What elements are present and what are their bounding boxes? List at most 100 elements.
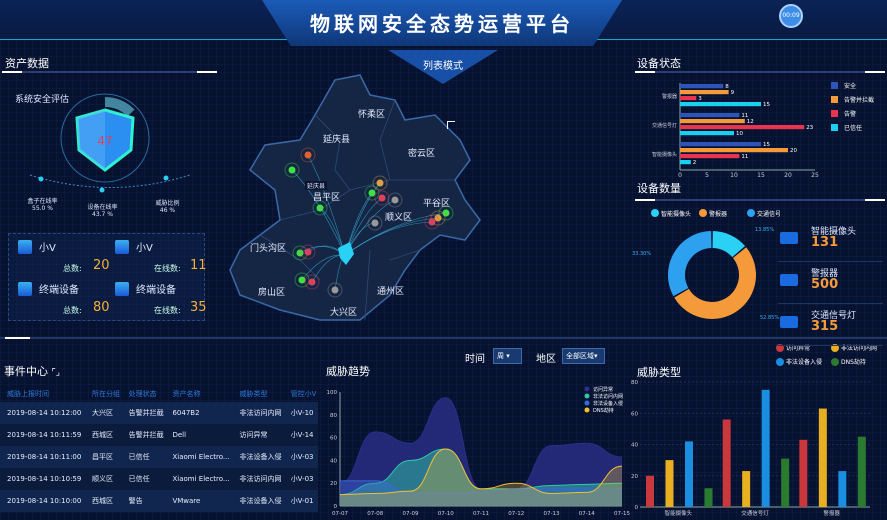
table-row[interactable]: 2019-08-14 10:11:59 西城区 告警并拦截 Dell 访问异常 小V-14 <box>0 424 318 446</box>
table-row[interactable]: 2019-08-14 10:12:00 大兴区 告警并拦截 6047B2 非法访问内网小… <box>0 402 318 424</box>
bar <box>818 408 827 507</box>
table-cell: 小V-10 <box>283 402 318 424</box>
map-event-halo <box>327 282 343 298</box>
metrics-arc <box>29 174 191 193</box>
bar <box>680 148 788 153</box>
asset-stat-card: 小V 总数: 20 <box>15 238 115 278</box>
shield-score-gauge: 47 <box>60 93 150 183</box>
traffic-light-icon <box>780 316 798 328</box>
expand-icon: ⌜⌟ <box>51 368 60 378</box>
device-count-donut: 智能摄像头 警报器 交通信号灯 13.85% 52.85% 33.30% <box>632 209 780 321</box>
slice-percent-label: 33.30% <box>632 251 651 257</box>
map-district-label[interactable]: 顺义区 <box>385 213 413 223</box>
table-cell: 2019-08-14 10:10:59 <box>0 468 86 490</box>
region-select[interactable]: 全部区域▾ <box>562 348 605 364</box>
map-event-halo <box>387 192 403 208</box>
map-event-dot <box>296 249 304 257</box>
map-event-dot <box>428 218 436 226</box>
legend-dot <box>584 407 590 413</box>
bar <box>680 154 740 159</box>
bar <box>680 102 761 107</box>
x-category-label: 交通信号灯 <box>741 509 769 517</box>
map-district-label[interactable]: 昌平区 <box>313 193 341 203</box>
table-row[interactable]: 2019-08-14 10:10:59 顺义区 已信任 Xiaomi Electro.… <box>0 468 318 490</box>
column-header[interactable]: 资产名称 <box>172 389 201 398</box>
x-tick-label: 07-12 <box>508 511 524 517</box>
table-row[interactable]: 2019-08-14 10:10:00 西城区 警告 VMware 非法设备入侵 小V-0… <box>0 490 318 512</box>
map-district-label[interactable]: 怀柔区 <box>358 110 386 120</box>
column-header[interactable]: 威胁上报时间 <box>7 389 49 398</box>
legend-dot <box>584 393 590 399</box>
assets-title: 资产数据 <box>5 57 49 70</box>
legend-label: 非法访问内网 <box>841 344 877 352</box>
map-event-halo <box>424 214 440 230</box>
legend-label: 警报器 <box>709 210 727 218</box>
region-label: 地区 <box>536 354 556 365</box>
table-cell: Xiaomi Electro... <box>165 446 233 468</box>
bar <box>680 125 805 130</box>
bar <box>761 389 770 507</box>
time-label: 时间 <box>465 354 485 365</box>
table-cell: Xiaomi Electro... <box>165 468 233 490</box>
clock-button[interactable]: 00:09 <box>779 4 803 28</box>
legend-label: 非法访问内网 <box>593 393 623 400</box>
map-event-halo <box>312 200 328 216</box>
table-row[interactable]: 2019-08-14 10:11:00 昌平区 已信任 Xiaomi Electro.… <box>0 446 318 468</box>
map-district-label[interactable]: 大兴区 <box>330 308 358 318</box>
series-line <box>339 448 623 496</box>
map-tooltip: 延庆县 <box>305 181 328 190</box>
column-header[interactable]: 管控小V <box>290 389 317 398</box>
table-cell: 西城区 <box>85 424 122 446</box>
table-cell: 6047B2 <box>165 402 233 424</box>
title-plate <box>262 0 622 46</box>
table-cell: 非法访问内网 <box>232 468 284 490</box>
x-tick-label: 07-09 <box>403 511 419 517</box>
map-event-halo <box>438 205 454 221</box>
bar-value-label: 3 <box>698 96 702 102</box>
series-line <box>340 480 622 493</box>
map-event-dot <box>368 189 376 197</box>
map-district-label[interactable]: 通州区 <box>377 287 405 297</box>
table-cell: 小V-01 <box>283 490 318 512</box>
server-icon <box>18 282 32 296</box>
table-cell: 非法设备入侵 <box>232 446 284 468</box>
column-header[interactable]: 威胁类型 <box>239 389 268 398</box>
map-district-label[interactable]: 延庆县 <box>323 135 351 145</box>
bar <box>722 419 731 507</box>
bar <box>799 439 808 507</box>
bar <box>665 460 674 507</box>
page-title: 物联网安全态势运营平台 <box>310 12 574 36</box>
bar-value-label: 10 <box>736 131 743 137</box>
map-event-halo <box>374 190 390 206</box>
time-select[interactable]: 周 ▾ <box>493 348 522 364</box>
column-header[interactable]: 所在分组 <box>92 389 121 398</box>
map-district-label[interactable]: 密云区 <box>408 149 436 159</box>
expand-icon[interactable] <box>447 121 455 129</box>
list-mode-label[interactable]: 列表模式 <box>423 61 463 72</box>
map-district-label[interactable]: 平谷区 <box>423 199 451 209</box>
x-tick-label: 20 <box>784 172 792 178</box>
threat-types-title: 威胁类型 <box>637 366 681 379</box>
column-header[interactable]: 处理状态 <box>128 389 157 398</box>
table-cell: 昌平区 <box>85 446 122 468</box>
bar-value-label: 12 <box>747 119 754 125</box>
map-event-halo <box>364 185 380 201</box>
map-event-dot <box>376 179 384 187</box>
device-count-item: 交通信号灯 315 <box>778 308 883 346</box>
legend-label: 非法设备入侵 <box>593 400 623 407</box>
table-cell: 大兴区 <box>85 402 122 424</box>
device-online-icon <box>115 240 129 254</box>
device-status-chart: 0 5 10 15 20 25警报器89315交通信号灯11122310智能摄像头1520… <box>652 82 874 178</box>
y-tick-label: 80 <box>330 413 337 419</box>
legend-dot <box>747 209 755 217</box>
district-map[interactable] <box>220 70 490 340</box>
bar-value-label: 2 <box>693 160 697 166</box>
series-area <box>340 480 622 506</box>
map-district-label[interactable]: 门头沟区 <box>250 244 287 254</box>
threat-trend-chart: 0 20 40 60 80 100 07-07 07-08 07-09 07-10 07-11 07-… <box>327 386 631 517</box>
table-cell: 非法设备入侵 <box>232 490 284 512</box>
map-district-label[interactable]: 房山区 <box>258 288 286 298</box>
table-cell: 已信任 <box>121 446 166 468</box>
series-line <box>339 397 623 490</box>
